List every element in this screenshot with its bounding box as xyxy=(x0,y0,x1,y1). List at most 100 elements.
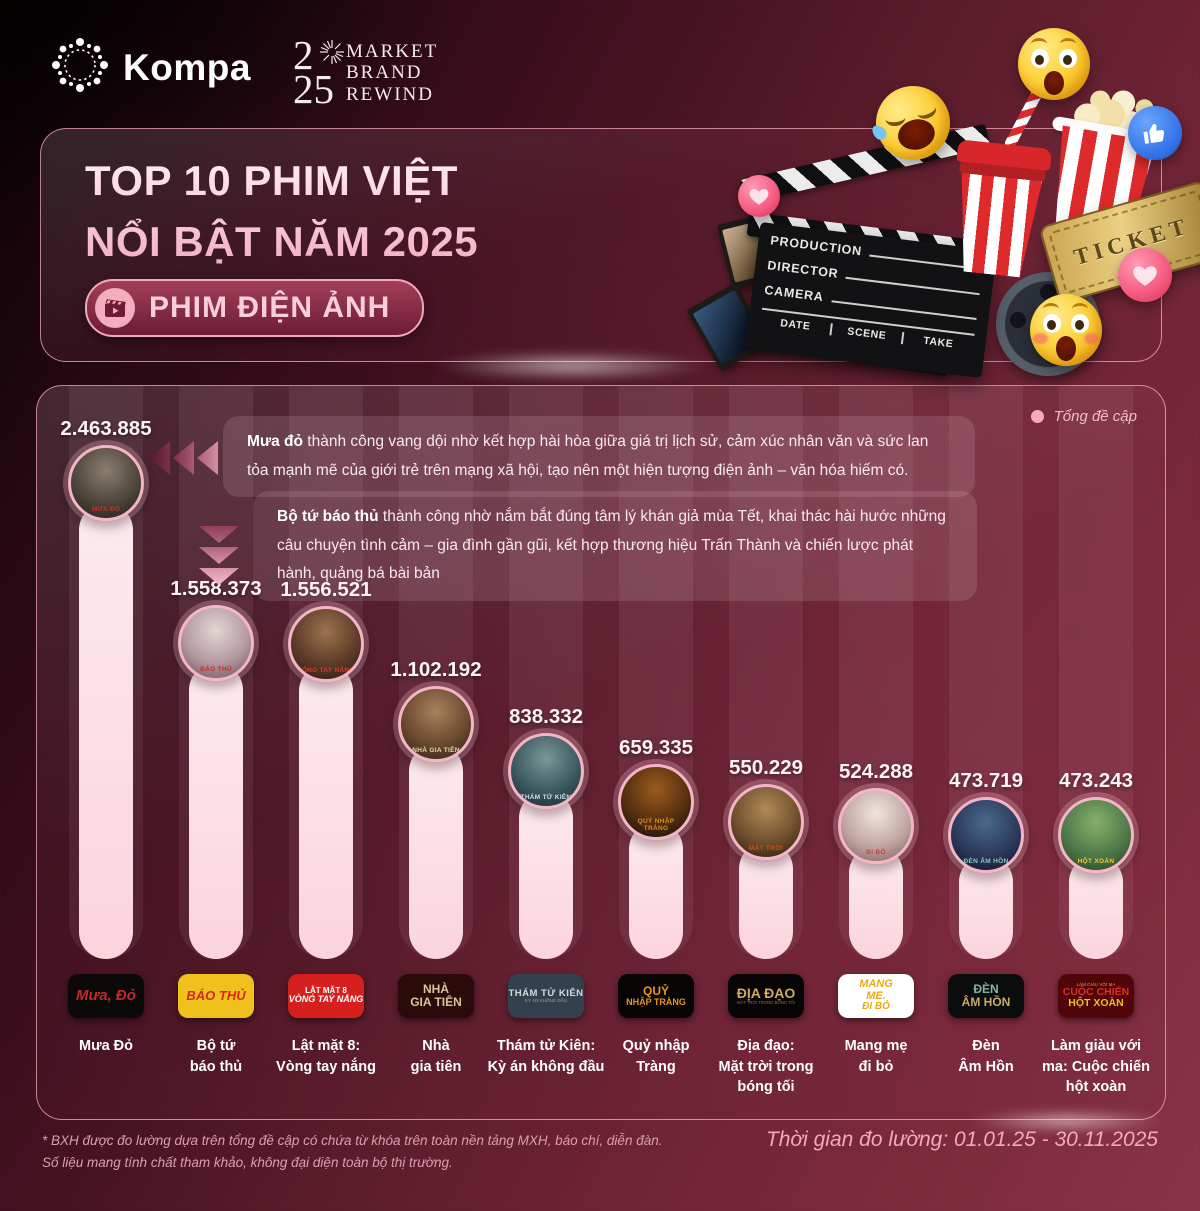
chart-panel: MƯA ĐỎ 2.463.885 Mưa, Đỏ Mưa Đỏ BÁO THỦ 1.558… xyxy=(36,385,1167,1132)
kompa-icon xyxy=(52,36,108,99)
mention-count: 473.243 xyxy=(1058,769,1134,792)
film-logo-chip: Mưa, Đỏ xyxy=(68,974,144,1018)
market-brand-rewind-logo: 2 25 MARKET BRAND REWIND xyxy=(293,33,439,109)
film-logo-text: LẬT MẶT 8 xyxy=(305,986,347,996)
mention-count: 2.463.885 xyxy=(60,417,152,440)
film-poster: ĐI BỎ xyxy=(838,788,914,864)
mention-bar xyxy=(739,842,793,959)
mention-count: 1.556.521 xyxy=(280,578,372,601)
chart-column: MẶT TRỜI 550.229 ĐỊA ĐẠO MẶT TRỜI TRONG BÓN… xyxy=(711,386,821,1119)
event-words: MARKET BRAND REWIND xyxy=(346,41,439,105)
mention-count: 1.102.192 xyxy=(390,658,482,681)
film-logo-text: HỘT XOÀN xyxy=(1068,997,1124,1010)
film-name: Mang mẹ đi bỏ xyxy=(844,1038,908,1075)
film-logo-text: NHÀ xyxy=(423,982,449,997)
mention-count: 524.288 xyxy=(838,760,914,783)
film-logo-text: ĐÈN xyxy=(973,982,999,997)
film-logo-chip: MANG ME. ĐI BỎ xyxy=(838,974,914,1018)
mention-count: 550.229 xyxy=(728,756,804,779)
poster-title: ĐÈN ÂM HỒN xyxy=(963,857,1009,865)
poster-title: MƯA ĐỎ xyxy=(91,505,121,513)
page-title: TOP 10 PHIM VIỆT NỔI BẬT NĂM 2025 xyxy=(85,151,478,273)
film-logo-text: BÁO THỦ xyxy=(186,988,246,1004)
mention-count: 838.332 xyxy=(508,705,584,728)
down-chevrons-icon xyxy=(199,526,239,585)
film-poster: HỘT XOÀN xyxy=(1058,797,1134,873)
chart-column: QUỶ NHẬP TRÀNG 659.335 QUỶ NHẬP TRÀNG Quỷ nh… xyxy=(601,386,711,1119)
chart-column: VÒNG TAY NẮNG 1.556.521 LẬT MẶT 8 VÒNG TAY … xyxy=(271,386,381,1119)
measurement-period: Thời gian đo lường: 01.01.25 - 30.11.202… xyxy=(765,1128,1158,1151)
chart-column: NHÀ GIA TIÊN 1.102.192 NHÀ GIA TIÊN Nhà gia … xyxy=(381,386,491,1119)
film-logo-chip: ĐỊA ĐẠO MẶT TRỜI TRONG BÓNG TỐI xyxy=(728,974,804,1018)
kompa-logo: Kompa xyxy=(52,36,251,99)
poster-title: NHÀ GIA TIÊN xyxy=(412,746,460,754)
film-logo-text: LÀM GIÀU VỚI MA xyxy=(1076,981,1116,987)
poster-title: VÒNG TAY NẮNG xyxy=(297,666,355,674)
mention-count: 659.335 xyxy=(618,736,694,759)
film-logo-text: MẶT TRỜI TRONG BÓNG TỐI xyxy=(737,1000,795,1006)
film-logo-chip: ĐÈN ÂM HỒN xyxy=(948,974,1024,1018)
film-logo-text: Mưa, Đỏ xyxy=(76,987,136,1005)
film-logo-text: MANG xyxy=(859,978,893,991)
film-name: Quỷ nhập Tràng xyxy=(622,1038,690,1075)
poster-title: QUỶ NHẬP TRÀNG xyxy=(637,817,675,832)
film-poster: NHÀ GIA TIÊN xyxy=(398,686,474,762)
mention-bar xyxy=(519,791,573,959)
film-logo-text: ÂM HỒN xyxy=(961,995,1011,1009)
film-logo-text: ĐỊA ĐẠO xyxy=(736,985,796,1002)
mention-count: 1.558.373 xyxy=(170,577,262,600)
film-name: Nhà gia tiên xyxy=(410,1038,462,1075)
film-logo-chip: NHÀ GIA TIÊN xyxy=(398,974,474,1018)
film-logo-chip: QUỶ NHẬP TRÀNG xyxy=(618,974,694,1018)
legend-label: Tổng đề cập xyxy=(1053,408,1137,425)
chart-column: ĐÈN ÂM HỒN 473.719 ĐÈN ÂM HỒN Đèn Âm Hồn xyxy=(931,386,1041,1119)
film-poster: MƯA ĐỎ xyxy=(68,445,144,521)
poster-title: HỘT XOÀN xyxy=(1077,857,1115,865)
poster-title: BÁO THỦ xyxy=(200,665,232,673)
clapper-icon xyxy=(95,288,135,328)
mention-bar xyxy=(409,744,463,959)
film-name: Đèn Âm Hồn xyxy=(958,1038,1014,1075)
film-logo-text: CUỘC CHIẾN xyxy=(1062,986,1130,999)
film-logo-text: NHẬP TRÀNG xyxy=(626,996,686,1007)
film-logo-chip: BÁO THỦ xyxy=(178,974,254,1018)
footnote: * BXH được đo lường dựa trên tổng đề cập… xyxy=(42,1133,663,1171)
chart-column: ĐI BỎ 524.288 MANG ME. ĐI BỎ Mang mẹ đi bỏ xyxy=(821,386,931,1119)
film-logo-text: ĐI BỎ xyxy=(862,1001,890,1013)
film-logo-text: VÒNG TAY NẮNG xyxy=(288,994,364,1005)
mention-bar xyxy=(299,664,353,959)
brand-name: Kompa xyxy=(123,46,251,88)
film-poster: BÁO THỦ xyxy=(178,605,254,681)
film-poster: VÒNG TAY NẮNG xyxy=(288,606,364,682)
film-logo-text: THÁM TỬ KIÊN xyxy=(508,987,584,999)
film-logo-text: GIA TIÊN xyxy=(410,995,462,1009)
chart-column: BÁO THỦ 1.558.373 BÁO THỦ Bộ tứ báo thủ xyxy=(161,386,271,1119)
chart-column: HỘT XOÀN 473.243 LÀM GIÀU VỚI MA CUỘC CHIẾN… xyxy=(1041,386,1151,1119)
category-badge: PHIM ĐIỆN ẢNH xyxy=(85,279,425,337)
astonished-emoji xyxy=(1018,28,1090,100)
category-badge-label: PHIM ĐIỆN ẢNH xyxy=(149,291,391,324)
film-poster: QUỶ NHẬP TRÀNG xyxy=(618,764,694,840)
film-logo-text: QUỶ xyxy=(642,983,669,998)
film-name: Làm giàu với ma: Cuộc chiến hột xoàn xyxy=(1042,1038,1150,1096)
film-logo-text: ME. xyxy=(866,989,886,1002)
film-logo-chip: LÀM GIÀU VỚI MA CUỘC CHIẾN HỘT XOÀN xyxy=(1058,974,1134,1018)
film-poster: MẶT TRỜI xyxy=(728,784,804,860)
annotation-bo-tu-bao-thu: Bộ tứ báo thủ thành công nhờ nắm bắt đún… xyxy=(253,491,977,602)
title-panel: TOP 10 PHIM VIỆT NỔI BẬT NĂM 2025 PHIM Đ… xyxy=(40,128,1162,381)
left-chevrons-icon xyxy=(149,441,218,475)
film-logo-chip: THÁM TỬ KIÊN KỲ ÁN KHÔNG ĐẦU xyxy=(508,974,584,1018)
poster-title: THÁM TỬ KIÊN xyxy=(520,793,572,801)
film-logo-text: KỲ ÁN KHÔNG ĐẦU xyxy=(524,997,567,1003)
film-name: Mưa Đỏ xyxy=(79,1038,133,1054)
annotation-mua-do: Mưa đỏ thành công vang dội nhờ kết hợp h… xyxy=(223,416,975,498)
film-name: Bộ tứ báo thủ xyxy=(189,1038,243,1075)
chart-column: MƯA ĐỎ 2.463.885 Mưa, Đỏ Mưa Đỏ xyxy=(51,386,161,1119)
film-logo-chip: LẬT MẶT 8 VÒNG TAY NẮNG xyxy=(288,974,364,1018)
poster-title: ĐI BỎ xyxy=(866,848,886,856)
legend: Tổng đề cập xyxy=(1030,408,1137,425)
chart-column: THÁM TỬ KIÊN 838.332 THÁM TỬ KIÊN KỲ ÁN KHÔ… xyxy=(488,386,604,1119)
mention-bar xyxy=(79,503,133,959)
mention-count: 473.719 xyxy=(948,769,1024,792)
chart-columns: MƯA ĐỎ 2.463.885 Mưa, Đỏ Mưa Đỏ BÁO THỦ 1.558… xyxy=(51,386,1151,1119)
